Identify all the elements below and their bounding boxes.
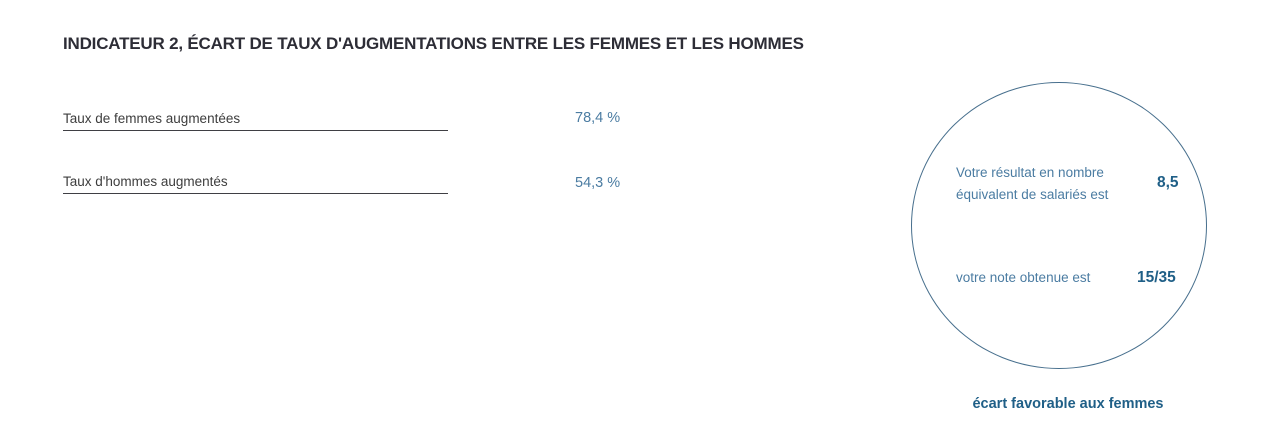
result-equivalent-salaries-value: 8,5 (1157, 174, 1179, 191)
taux-hommes-label: Taux d'hommes augmentés (63, 174, 228, 189)
taux-femmes-value: 78,4 % (575, 110, 621, 126)
field-row-taux-hommes: Taux d'hommes augmentés (63, 173, 448, 194)
note-obtenue-value: 15/35 (1137, 269, 1176, 286)
ecart-favorable-caption: écart favorable aux femmes (972, 396, 1164, 412)
result-circle: Votre résultat en nombre équivalent de s… (911, 82, 1207, 369)
result-equivalent-salaries-label: Votre résultat en nombre équivalent de s… (956, 165, 1109, 202)
taux-hommes-value: 54,3 % (575, 175, 621, 191)
taux-femmes-label: Taux de femmes augmentées (63, 111, 241, 126)
field-row-taux-femmes: Taux de femmes augmentées (63, 110, 448, 131)
page-title: INDICATEUR 2, ÉCART DE TAUX D'AUGMENTATI… (63, 34, 804, 53)
note-obtenue-label: votre note obtenue est (956, 270, 1091, 285)
